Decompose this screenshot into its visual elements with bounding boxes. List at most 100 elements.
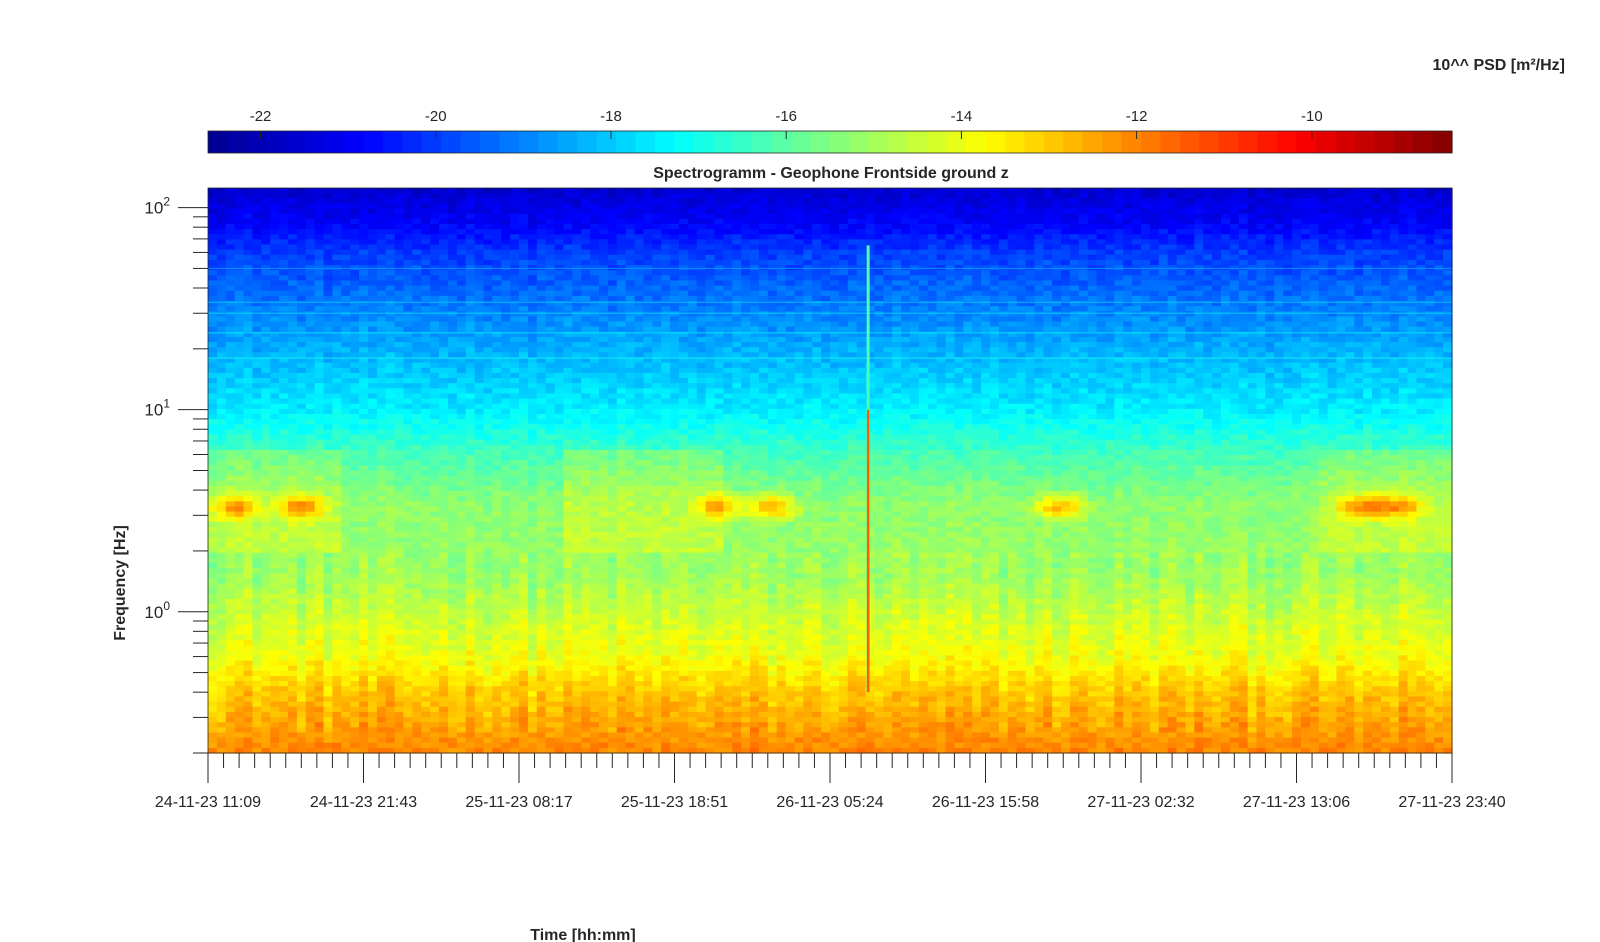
heatmap-cell [554, 229, 565, 235]
heatmap-cell [1363, 362, 1373, 369]
heatmap-cell [1274, 244, 1284, 251]
heatmap-cell [261, 218, 271, 225]
heatmap-cell [901, 352, 911, 359]
heatmap-cell [1238, 223, 1249, 230]
heatmap-cell [465, 301, 476, 307]
heatmap-cell [1212, 234, 1222, 240]
heatmap-cell [430, 275, 440, 282]
heatmap-cell [501, 347, 511, 353]
heatmap-cell [1372, 326, 1382, 333]
heatmap-cell [1292, 188, 1302, 194]
heatmap-cell [234, 188, 245, 194]
heatmap-cell [545, 342, 556, 348]
heatmap-cell [296, 218, 307, 225]
colorbar-swatch [246, 131, 267, 153]
heatmap-cell [1309, 218, 1320, 225]
colorbar-swatch [693, 131, 714, 153]
heatmap-cell [439, 290, 449, 297]
heatmap-cell [447, 311, 458, 318]
heatmap-cell [1247, 316, 1258, 323]
heatmap-cell [723, 331, 733, 338]
heatmap-cell [883, 336, 893, 343]
heatmap-cell [670, 352, 680, 359]
heatmap-cell [305, 249, 316, 256]
heatmap-cell [1149, 357, 1160, 364]
heatmap-cell [936, 311, 947, 318]
heatmap-cell [1363, 203, 1373, 210]
heatmap-cell [1078, 244, 1089, 251]
heatmap-cell [714, 301, 724, 307]
heatmap-cell [856, 198, 867, 205]
heatmap-cell [1354, 275, 1364, 282]
heatmap-cell [252, 239, 262, 246]
heatmap-cell [536, 342, 547, 348]
heatmap-cell [687, 331, 698, 338]
heatmap-cell [856, 362, 867, 369]
heatmap-cell [1363, 295, 1373, 302]
heatmap-cell [803, 213, 813, 220]
heatmap-cell [909, 290, 920, 297]
heatmap-cell [776, 203, 787, 210]
heatmap-cell [430, 290, 440, 297]
heatmap-cell [1194, 316, 1204, 323]
heatmap-cell [1034, 218, 1044, 225]
heatmap-cell [972, 249, 982, 256]
heatmap-cell [1123, 249, 1133, 256]
heatmap-cell [989, 347, 1000, 353]
heatmap-cell [1318, 259, 1329, 266]
heatmap-cell [687, 295, 698, 302]
heatmap-cell [1389, 229, 1400, 235]
heatmap-cell [1043, 229, 1053, 235]
heatmap-cell [1052, 290, 1062, 297]
heatmap-cell [465, 198, 476, 205]
heatmap-cell [1372, 239, 1382, 246]
heatmap-cell [892, 362, 902, 369]
heatmap-cell [261, 229, 271, 235]
heatmap-cell [510, 316, 520, 323]
heatmap-cell [243, 270, 254, 276]
heatmap-cell [501, 316, 511, 323]
heatmap-cell [590, 290, 600, 297]
heatmap-cell [714, 321, 724, 328]
heatmap-cell [296, 234, 307, 240]
heatmap-cell [1052, 342, 1062, 348]
heatmap-cell [1398, 362, 1409, 369]
heatmap-cell [865, 316, 876, 323]
heatmap-cell [1309, 362, 1320, 369]
heatmap-cell [403, 188, 413, 194]
heatmap-cell [972, 285, 982, 292]
heatmap-cell [208, 290, 218, 297]
heatmap-cell [1061, 270, 1071, 276]
heatmap-cell [954, 306, 964, 312]
heatmap-cell [465, 347, 476, 353]
heatmap-cell [367, 280, 378, 287]
heatmap-cell [1300, 254, 1311, 261]
heatmap-cell [1194, 326, 1204, 333]
heatmap-cell [1434, 188, 1444, 194]
heatmap-cell [830, 306, 840, 312]
heatmap-cell [208, 280, 218, 287]
heatmap-cell [341, 249, 351, 256]
heatmap-cell [447, 193, 458, 199]
heatmap-cell [625, 198, 636, 205]
heatmap-cell [1025, 357, 1035, 364]
heatmap-cell [732, 285, 742, 292]
heatmap-cell [492, 254, 502, 261]
heatmap-cell [243, 249, 254, 256]
heatmap-cell [385, 306, 396, 312]
heatmap-cell [439, 295, 449, 302]
heatmap-cell [1327, 357, 1338, 364]
heatmap-cell [394, 249, 405, 256]
heatmap-cell [1203, 301, 1213, 307]
heatmap-cell [1416, 244, 1426, 251]
heatmap-cell [883, 244, 893, 251]
heatmap-cell [758, 326, 769, 333]
heatmap-cell [954, 244, 964, 251]
heatmap-cell [1247, 198, 1258, 205]
heatmap-cell [652, 239, 662, 246]
heatmap-cell [1123, 203, 1133, 210]
heatmap-cell [270, 357, 280, 364]
heatmap-cell [732, 270, 742, 276]
heatmap-cell [741, 188, 751, 194]
heatmap-cell [252, 331, 262, 338]
